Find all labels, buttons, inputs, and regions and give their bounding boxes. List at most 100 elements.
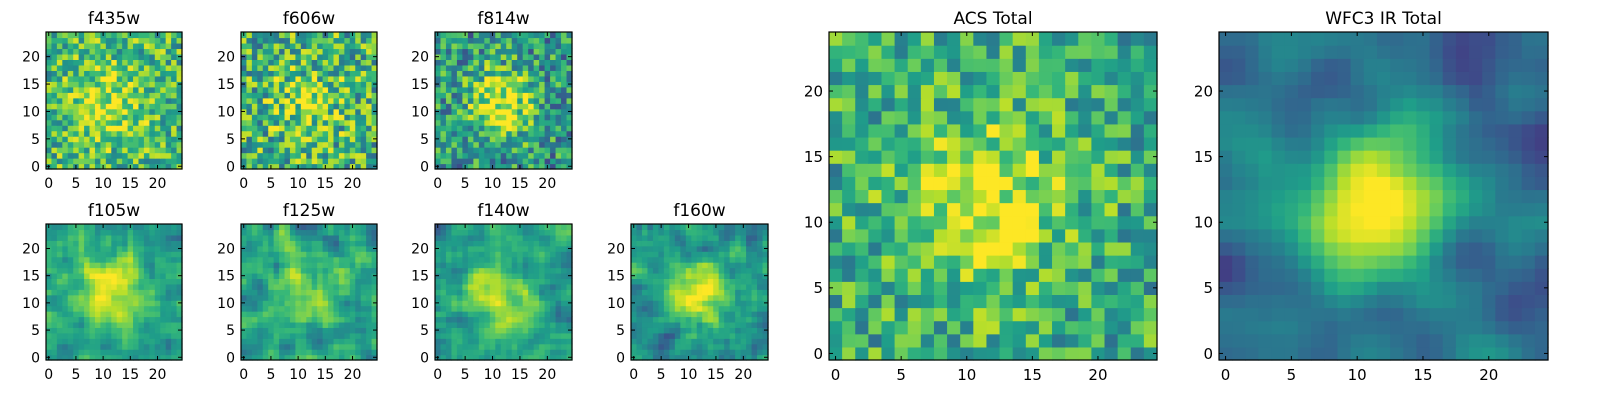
heatmap-cell	[94, 294, 101, 301]
heatmap-cell	[473, 158, 480, 165]
heatmap-cell	[478, 42, 485, 50]
heatmap-cell	[105, 267, 112, 274]
heatmap-cell	[111, 130, 118, 137]
heatmap-cell	[707, 311, 714, 318]
heatmap-cell	[176, 311, 183, 318]
heatmap-cell	[94, 240, 101, 247]
heatmap-cell	[484, 229, 491, 236]
heatmap-cell	[171, 70, 178, 77]
heatmap-cell	[522, 37, 529, 44]
heatmap-cell	[251, 289, 258, 296]
heatmap-cell	[295, 262, 302, 269]
heatmap-cell	[451, 300, 458, 307]
heatmap-cell	[462, 283, 469, 290]
heatmap-cell	[561, 349, 568, 356]
heatmap-cell	[1104, 346, 1119, 361]
heatmap-cell	[355, 158, 362, 165]
heatmap-cell	[445, 86, 453, 93]
heatmap-cell	[78, 354, 85, 361]
heatmap-cell	[133, 53, 140, 60]
heatmap-cell	[366, 64, 373, 71]
heatmap-cell	[462, 119, 469, 126]
heatmap-cell	[762, 349, 769, 356]
heatmap-cell	[631, 343, 638, 350]
heatmap-cell	[317, 267, 324, 274]
heatmap-cell	[273, 229, 280, 236]
heatmap-cell	[122, 262, 129, 269]
heatmap-cell	[257, 311, 264, 318]
heatmap-cell	[56, 289, 63, 296]
heatmap-cell	[251, 316, 258, 323]
heatmap-cell	[907, 228, 922, 243]
heatmap-cell	[920, 202, 935, 217]
heatmap-cell	[740, 245, 747, 252]
heatmap-cell	[268, 48, 275, 55]
heatmap-cell	[751, 283, 758, 290]
heatmap-cell	[133, 130, 140, 137]
heatmap-cell	[67, 289, 74, 296]
heatmap-cell	[338, 152, 345, 159]
heatmap-cell	[84, 289, 91, 296]
heatmap-cell	[500, 37, 507, 44]
heatmap-cell	[328, 136, 335, 143]
heatmap-cell	[947, 294, 961, 309]
heatmap-cell	[122, 289, 129, 296]
heatmap-cell	[257, 125, 264, 132]
heatmap-cell	[257, 234, 264, 241]
heatmap-cell	[306, 59, 313, 66]
heatmap-cell	[62, 141, 69, 148]
heatmap-cell	[1052, 333, 1066, 348]
heatmap-cell	[729, 354, 736, 361]
heatmap-cell	[273, 283, 280, 290]
heatmap-cell	[160, 152, 167, 159]
heatmap-cell	[960, 294, 974, 309]
heatmap-cell	[279, 349, 286, 356]
heatmap-cell	[62, 256, 69, 263]
heatmap-cell	[56, 97, 63, 104]
heatmap-cell	[284, 327, 291, 334]
heatmap-cell	[317, 300, 324, 307]
heatmap-cell	[528, 86, 535, 93]
heatmap-cell	[284, 300, 291, 307]
heatmap-cell	[555, 42, 562, 50]
heatmap-cell	[246, 81, 253, 88]
heatmap-cell	[171, 97, 178, 104]
heatmap-cell	[246, 316, 253, 323]
heatmap-cell	[555, 97, 562, 104]
heatmap-cell	[279, 37, 286, 44]
heatmap-cell	[295, 147, 302, 154]
heatmap-cell	[51, 64, 58, 71]
heatmap-cell	[100, 103, 107, 110]
heatmap-cell	[78, 32, 85, 39]
heatmap-cell	[533, 103, 540, 110]
heatmap-cell	[328, 163, 335, 170]
heatmap-cell	[306, 70, 313, 77]
heatmap-cell	[550, 338, 557, 345]
heatmap-cell	[371, 125, 378, 132]
heatmap-cell	[89, 294, 96, 301]
heatmap-cell	[165, 251, 172, 258]
heatmap-cell	[495, 316, 502, 323]
heatmap-cell	[295, 349, 302, 356]
heatmap-cell	[652, 224, 659, 231]
heatmap-cell	[94, 152, 101, 159]
heatmap-cell	[636, 305, 643, 312]
heatmap-cell	[550, 272, 557, 279]
heatmap-cell	[631, 229, 638, 236]
heatmap-cell	[138, 97, 145, 104]
heatmap-cell	[855, 346, 869, 361]
heatmap-cell	[306, 300, 313, 307]
heatmap-cell	[360, 267, 367, 274]
heatmap-cell	[333, 289, 340, 296]
heatmap-cell	[154, 130, 161, 137]
heatmap-cell	[46, 114, 53, 121]
heatmap-cell	[868, 189, 883, 204]
heatmap-cell	[561, 283, 568, 290]
heatmap-cell	[550, 114, 557, 121]
heatmap-cell	[528, 272, 535, 279]
heatmap-cell	[51, 75, 58, 82]
heatmap-cell	[539, 332, 546, 339]
heatmap-cell	[176, 32, 183, 39]
heatmap-cell	[528, 32, 535, 39]
heatmap-cell	[46, 59, 53, 66]
